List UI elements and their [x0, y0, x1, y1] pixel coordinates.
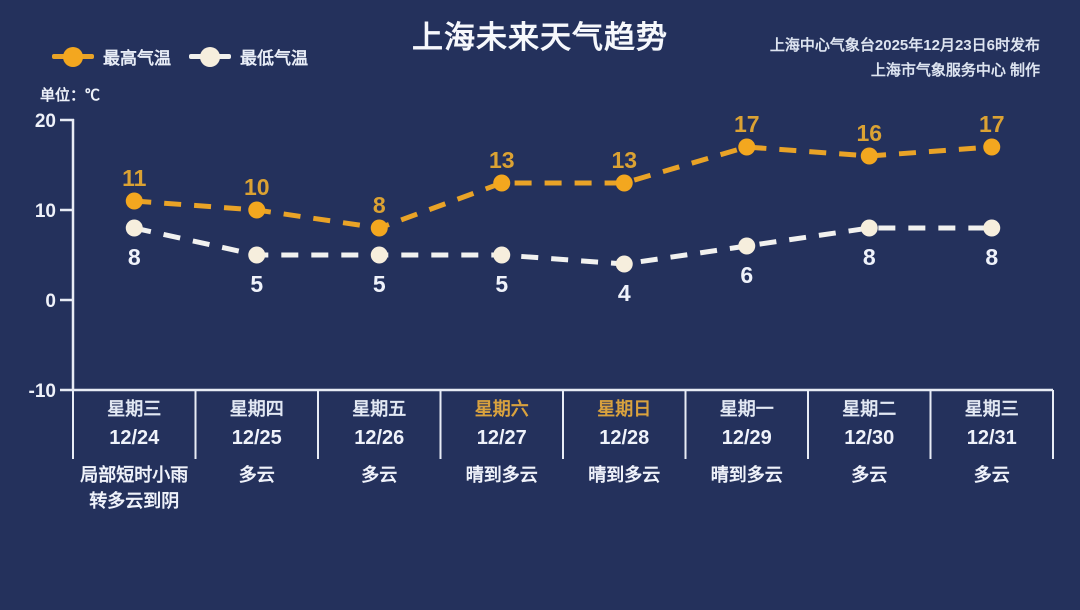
weather-condition-label: 多云	[851, 465, 888, 485]
high-temp-marker	[370, 219, 388, 237]
day-column: 星期一 12/29 晴到多云	[686, 398, 809, 514]
y-axis-tick-label: 10	[35, 201, 56, 222]
date-label: 12/26	[354, 427, 405, 449]
low-temp-marker	[615, 255, 633, 273]
low-temp-value-label: 8	[863, 244, 876, 270]
day-column: 星期日 12/28 晴到多云	[563, 398, 686, 514]
low-temp-marker	[493, 246, 511, 264]
high-temp-value-label: 17	[979, 111, 1005, 137]
high-temp-marker	[125, 192, 143, 210]
high-temp-value-label: 10	[244, 174, 270, 200]
legend: 最高气温 最低气温	[52, 44, 308, 69]
legend-label-low-temp: 最低气温	[240, 49, 308, 68]
day-columns-row: 星期三 12/24 局部短时小雨 转多云到阴 星期四 12/25 多云 星期五 12/26 多云…	[73, 398, 1053, 514]
high-temp-value-label: 13	[489, 147, 515, 173]
low-temp-dot-icon	[200, 46, 220, 67]
high-temp-marker	[493, 174, 511, 192]
weekday-label: 星期三	[107, 399, 162, 419]
high-temp-marker	[248, 201, 266, 219]
weather-condition-label: 晴到多云	[710, 465, 783, 485]
weather-condition-label: 多云	[361, 465, 398, 485]
y-axis-unit-label: 单位：℃	[40, 87, 101, 104]
weekday-label: 星期六	[474, 399, 529, 419]
day-column: 星期三 12/24 局部短时小雨 转多云到阴	[73, 398, 196, 514]
weather-condition-label: 晴到多云	[465, 465, 538, 485]
weather-condition-label: 多云	[238, 465, 275, 485]
low-temp-marker	[370, 246, 388, 264]
low-temp-value-label: 5	[495, 271, 508, 297]
high-temp-value-label: 13	[611, 147, 637, 173]
source-attribution: 上海中心气象台2025年12月23日6时发布 上海市气象服务中心 制作	[770, 34, 1040, 84]
date-label: 12/25	[231, 427, 282, 449]
low-temp-value-label: 6	[740, 262, 753, 288]
date-label: 12/27	[476, 427, 527, 449]
weekday-label: 星期五	[352, 399, 407, 419]
weekday-label: 星期三	[964, 399, 1019, 419]
legend-label-high-temp: 最高气温	[103, 49, 171, 68]
weekday-label: 星期日	[597, 399, 652, 419]
date-label: 12/31	[966, 427, 1017, 449]
weekday-label: 星期四	[229, 399, 284, 419]
weekday-label: 星期一	[719, 399, 774, 419]
low-temp-marker	[983, 219, 1001, 237]
high-temp-value-label: 11	[122, 165, 147, 191]
day-column: 星期五 12/26 多云	[318, 398, 441, 514]
high-temp-series-line	[134, 144, 992, 231]
low-temp-marker	[125, 219, 143, 237]
high-temp-value-label: 17	[734, 111, 760, 137]
low-temp-marker	[248, 246, 266, 264]
low-temp-line-icon	[189, 46, 231, 67]
page-title: 上海未来天气趋势	[412, 20, 668, 55]
high-temp-marker	[615, 174, 633, 192]
low-temp-value-label: 8	[128, 244, 141, 270]
date-label: 12/28	[599, 427, 650, 449]
low-temp-value-label: 8	[985, 244, 998, 270]
low-temp-value-label: 5	[250, 271, 263, 297]
legend-item-high-temp: 最高气温	[52, 44, 171, 69]
high-temp-value-label: 8	[373, 192, 386, 218]
high-temp-marker	[738, 138, 756, 156]
low-temp-marker	[738, 237, 756, 255]
high-temp-dot-icon	[63, 46, 83, 67]
y-axis-tick-label: -10	[29, 381, 56, 402]
low-temp-value-label: 5	[373, 271, 386, 297]
weather-condition-label: 局部短时小雨 转多云到阴	[80, 465, 189, 511]
date-label: 12/24	[109, 427, 160, 449]
high-temp-line-icon	[52, 46, 94, 67]
low-temp-value-label: 4	[618, 280, 631, 306]
weekday-label: 星期二	[842, 399, 897, 419]
low-temp-series-line	[133, 225, 992, 267]
source-issued-line: 上海中心气象台2025年12月23日6时发布	[769, 37, 1040, 54]
y-axis-tick-label: 0	[45, 291, 56, 312]
high-temp-marker	[860, 147, 878, 165]
day-column: 星期四 12/25 多云	[196, 398, 319, 514]
low-temp-marker	[860, 219, 878, 237]
day-column: 星期三 12/31 多云	[931, 398, 1054, 514]
high-temp-value-label: 16	[856, 120, 882, 146]
weather-condition-label: 多云	[973, 465, 1010, 485]
y-axis-tick-label: 20	[35, 111, 56, 132]
weather-condition-label: 晴到多云	[588, 465, 661, 485]
day-column: 星期六 12/27 晴到多云	[441, 398, 564, 514]
date-label: 12/29	[721, 427, 772, 449]
legend-item-low-temp: 最低气温	[189, 44, 308, 69]
high-temp-marker	[983, 138, 1001, 156]
day-column: 星期二 12/30 多云	[808, 398, 931, 514]
date-label: 12/30	[844, 427, 895, 449]
source-producer-line: 上海市气象服务中心 制作	[870, 61, 1040, 79]
